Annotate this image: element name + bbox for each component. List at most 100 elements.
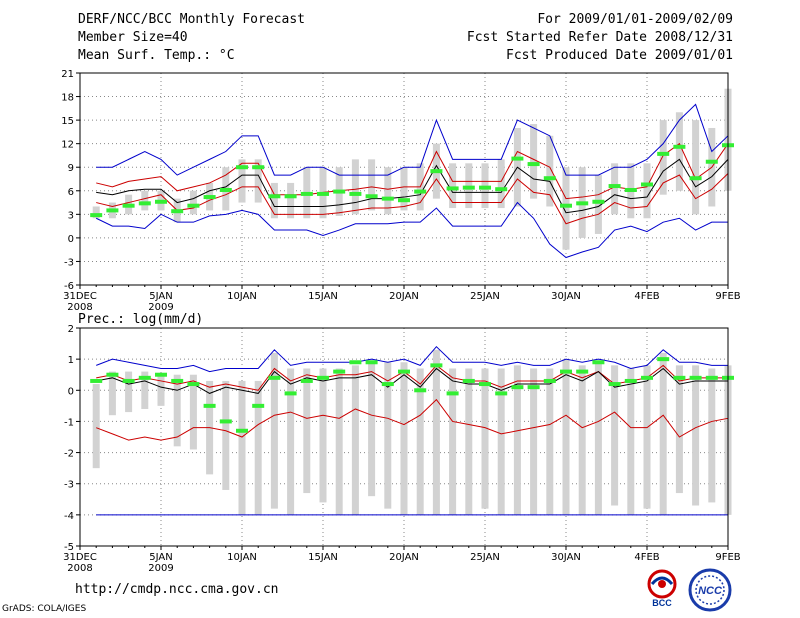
panel2-frame	[79, 327, 729, 547]
panel2-ensemble-bar	[708, 368, 716, 503]
panel1-obs-mark	[252, 165, 265, 170]
panel2-ensemble-bar	[125, 371, 133, 413]
panel1-obs-mark	[657, 151, 670, 156]
panel2-ensemble-bar	[530, 368, 538, 515]
panel1-obs-mark	[511, 156, 524, 161]
panel2-ensemble-bar	[108, 371, 116, 416]
panel1-ensemble-bar	[254, 159, 262, 203]
panel1-ensemble-bar	[692, 120, 700, 215]
panel2-ytick-label: -5	[64, 542, 74, 553]
panel2-obs-mark	[187, 382, 200, 387]
panel1-ensemble-bar	[562, 167, 570, 250]
panel1-xtick-label: 30JAN	[551, 291, 581, 302]
website-url: http://cmdp.ncc.cma.gov.cn	[75, 582, 279, 597]
panel1-ensemble-bar	[92, 206, 100, 219]
panel1-ytick-label: 0	[68, 234, 74, 245]
panel2-lower-line	[96, 398, 729, 441]
panel1-obs-mark	[641, 182, 653, 187]
panel2-obs-mark	[576, 369, 589, 374]
panel2-ytick-label: 2	[68, 324, 74, 335]
panel1-obs-mark	[284, 194, 297, 199]
panel2-ensemble-bar	[627, 368, 635, 515]
panel2-xtick-label: 10JAN	[227, 552, 257, 563]
panel1-ytick-label: 18	[61, 93, 74, 104]
panel1-ensemble-bar	[351, 159, 359, 215]
panel1-mean-line	[96, 158, 729, 214]
panel1-obs-mark	[333, 189, 346, 194]
panel1-ensemble-bar	[594, 175, 602, 234]
panel2-obs-mark	[479, 382, 491, 387]
ncc-logo: NCC	[688, 568, 732, 612]
panel1-obs-mark	[138, 201, 151, 206]
panel2-ensemble-bar	[384, 362, 392, 509]
panel1-xtick-year: 2008	[67, 302, 92, 313]
panel2-ensemble-bar	[270, 352, 278, 509]
panel2-ensemble-bar	[432, 349, 440, 515]
panel1-ensemble-bar	[659, 120, 667, 195]
panel1-frame	[79, 72, 729, 286]
panel2-xtick-label: 31DEC	[63, 552, 97, 563]
panel2-xtick-label: 15JAN	[308, 552, 338, 563]
panel1-xtick-label: 31DEC	[63, 291, 97, 302]
panel2-obs-mark	[317, 375, 329, 380]
panel1-ensemble-bar	[141, 190, 149, 211]
panel2-obs-mark	[236, 428, 248, 433]
panel1-xtick-label: 15JAN	[308, 291, 338, 302]
panel2-ensemble-bar	[449, 368, 457, 515]
panel2-obs-mark	[333, 369, 346, 374]
panel1-xtick-label: 9FEB	[715, 291, 740, 302]
panel2-mean-line	[96, 367, 728, 394]
panel1-ytick-label: 21	[61, 69, 74, 80]
panel2-obs-mark	[106, 372, 119, 377]
panel2-obs-mark	[705, 375, 718, 380]
panel2-obs-mark	[219, 419, 232, 424]
panel2-xtick-label: 30JAN	[551, 552, 581, 563]
panel2-obs-mark	[592, 360, 605, 365]
panel2-obs-mark	[527, 385, 540, 390]
panel2-ensemble-bar	[546, 368, 554, 515]
panel1-obs-mark	[365, 194, 378, 199]
panel2-obs-mark	[365, 360, 378, 365]
panel1-ytick-label: 6	[68, 187, 74, 198]
panel2-ensemble-bar	[643, 365, 651, 509]
variable-label: Mean Surf. Temp.: °C	[78, 48, 235, 63]
panel1-obs-mark	[608, 184, 621, 189]
start-date-label: Fcst Started Refer Date 2008/12/31	[466, 30, 733, 45]
panel2-ensemble-bar	[465, 368, 473, 515]
panel2-obs-mark	[300, 378, 313, 383]
forecast-period-label: For 2009/01/01-2009/02/09	[537, 12, 733, 27]
bcc-logo: BCC	[647, 569, 677, 608]
panel2-obs-mark	[252, 403, 265, 408]
panel1-obs-mark	[203, 195, 216, 200]
panel2-ytick-label: 1	[68, 355, 74, 366]
panel2-ensemble-bar	[351, 365, 359, 515]
panel1-xtick-year: 2009	[148, 302, 173, 313]
panel2-obs-mark	[511, 385, 524, 390]
panel2-obs-mark	[122, 378, 135, 383]
panel1-obs-mark	[592, 199, 605, 204]
panel2-ensemble-bar	[400, 362, 408, 515]
panel1-obs-mark	[398, 198, 410, 203]
panel2-obs-mark	[430, 363, 443, 368]
bcc-logo-text: BCC	[652, 598, 672, 608]
panel1-ensemble-bar	[546, 135, 554, 207]
panel2-ensemble-bar	[222, 380, 230, 490]
panel1-obs-mark	[446, 186, 459, 191]
panel2-ensemble-bar	[254, 380, 262, 515]
panel2-ensemble-bar	[659, 352, 667, 515]
panel1-ytick-label: 15	[61, 116, 74, 127]
panel1-obs-mark	[381, 196, 394, 201]
panel1-obs-mark	[414, 189, 427, 194]
panel2-xtick-label: 5JAN	[149, 552, 172, 563]
panel2-xtick-label: 4FEB	[634, 552, 659, 563]
panel1-lower-line	[96, 173, 729, 225]
panel2-ytick-label: -4	[64, 511, 74, 522]
panel2-obs-mark	[138, 375, 151, 380]
panel2-obs-mark	[495, 391, 508, 396]
panel2-ensemble-bar	[173, 374, 181, 447]
panel1-obs-mark	[430, 169, 443, 174]
panel2-upper-line	[96, 364, 728, 391]
panel2-ensemble-bar	[513, 365, 521, 515]
panel1-ensemble-bar	[287, 182, 295, 219]
